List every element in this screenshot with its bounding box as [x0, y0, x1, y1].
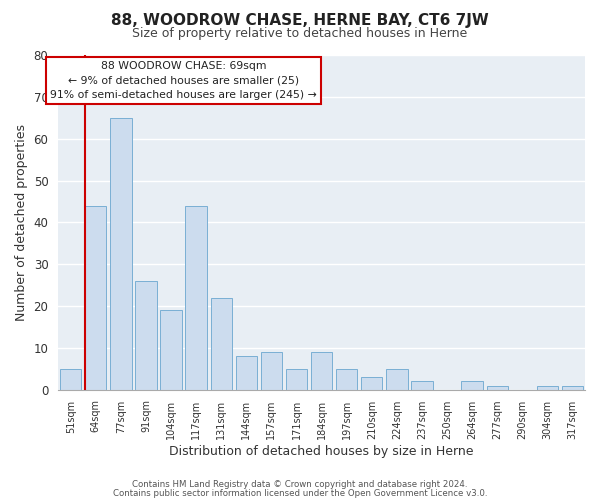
Bar: [286, 369, 307, 390]
Text: 88, WOODROW CHASE, HERNE BAY, CT6 7JW: 88, WOODROW CHASE, HERNE BAY, CT6 7JW: [111, 12, 489, 28]
Bar: [562, 386, 583, 390]
Text: Size of property relative to detached houses in Herne: Size of property relative to detached ho…: [133, 28, 467, 40]
Text: 88 WOODROW CHASE: 69sqm
← 9% of detached houses are smaller (25)
91% of semi-det: 88 WOODROW CHASE: 69sqm ← 9% of detached…: [50, 62, 317, 100]
Bar: [411, 382, 433, 390]
Bar: [537, 386, 558, 390]
Bar: [336, 369, 358, 390]
Bar: [361, 377, 382, 390]
Bar: [211, 298, 232, 390]
Bar: [135, 281, 157, 390]
Bar: [386, 369, 407, 390]
Bar: [261, 352, 282, 390]
Bar: [311, 352, 332, 390]
Bar: [160, 310, 182, 390]
Bar: [60, 369, 82, 390]
Bar: [236, 356, 257, 390]
Y-axis label: Number of detached properties: Number of detached properties: [15, 124, 28, 321]
Bar: [487, 386, 508, 390]
Bar: [85, 206, 106, 390]
Bar: [110, 118, 131, 390]
X-axis label: Distribution of detached houses by size in Herne: Distribution of detached houses by size …: [169, 444, 474, 458]
Bar: [461, 382, 483, 390]
Text: Contains HM Land Registry data © Crown copyright and database right 2024.: Contains HM Land Registry data © Crown c…: [132, 480, 468, 489]
Bar: [185, 206, 207, 390]
Text: Contains public sector information licensed under the Open Government Licence v3: Contains public sector information licen…: [113, 488, 487, 498]
